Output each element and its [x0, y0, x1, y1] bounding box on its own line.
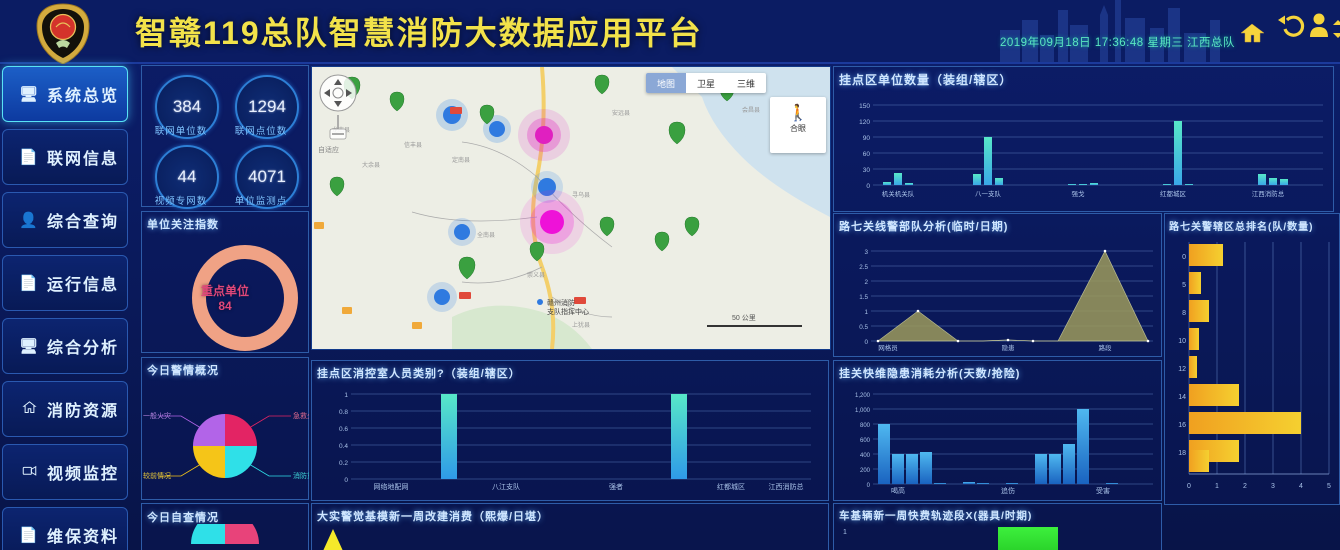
svg-text:0.2: 0.2 — [339, 460, 348, 467]
svg-text:0.8: 0.8 — [339, 409, 348, 416]
svg-text:消防重点: 消防重点 — [293, 471, 309, 480]
svg-text:赣州消防: 赣州消防 — [547, 298, 575, 307]
svg-text:支队指挥中心: 支队指挥中心 — [547, 307, 589, 316]
svg-text:江西消防总: 江西消防总 — [1252, 189, 1285, 198]
svg-text:江西消防总: 江西消防总 — [769, 482, 804, 491]
svg-text:崇义县: 崇义县 — [527, 272, 545, 279]
svg-text:0: 0 — [866, 183, 870, 190]
svg-text:2: 2 — [864, 279, 868, 286]
svg-text:机关机关队: 机关机关队 — [882, 189, 915, 198]
svg-text:3: 3 — [864, 249, 868, 256]
svg-text:0: 0 — [1187, 483, 1191, 490]
svg-text:4: 4 — [1299, 483, 1303, 490]
svg-text:八一支队: 八一支队 — [975, 189, 1002, 198]
svg-text:800: 800 — [860, 423, 871, 429]
svg-text:1,200: 1,200 — [855, 393, 871, 399]
svg-text:一般火灾: 一般火灾 — [143, 411, 171, 420]
svg-text:急救火灾: 急救火灾 — [293, 411, 309, 420]
svg-text:0.4: 0.4 — [339, 443, 348, 450]
svg-text:16: 16 — [1178, 422, 1186, 429]
svg-text:60: 60 — [863, 151, 871, 158]
svg-text:1: 1 — [344, 392, 348, 399]
svg-text:网格员: 网格员 — [878, 343, 898, 351]
svg-text:追伤: 追伤 — [1001, 486, 1015, 495]
svg-text:150: 150 — [859, 103, 870, 110]
svg-text:0: 0 — [344, 477, 348, 484]
svg-text:红都城区: 红都城区 — [717, 482, 745, 491]
svg-text:强者: 强者 — [609, 483, 623, 491]
svg-text:2: 2 — [1243, 483, 1247, 490]
svg-text:0: 0 — [867, 483, 871, 489]
svg-text:0: 0 — [864, 339, 868, 346]
svg-text:12: 12 — [1178, 366, 1186, 373]
svg-text:200: 200 — [860, 468, 871, 474]
svg-text:14: 14 — [1178, 394, 1186, 401]
svg-text:喝高: 喝高 — [891, 486, 905, 495]
svg-text:0: 0 — [1182, 254, 1186, 261]
svg-text:600: 600 — [860, 438, 871, 444]
svg-text:3: 3 — [1271, 483, 1275, 490]
svg-text:红都城区: 红都城区 — [1160, 189, 1187, 198]
svg-text:10: 10 — [1178, 338, 1186, 345]
svg-text:1: 1 — [864, 309, 868, 316]
svg-text:8: 8 — [1182, 310, 1186, 317]
svg-text:1,000: 1,000 — [855, 408, 871, 414]
svg-text:400: 400 — [860, 453, 871, 459]
svg-text:网络地配网: 网络地配网 — [374, 482, 409, 491]
svg-text:18: 18 — [1178, 450, 1186, 457]
svg-text:2.5: 2.5 — [859, 264, 868, 271]
svg-text:30: 30 — [863, 167, 871, 174]
svg-text:1.5: 1.5 — [859, 294, 868, 301]
svg-text:5: 5 — [1182, 282, 1186, 289]
svg-text:全南县: 全南县 — [477, 231, 495, 239]
svg-text:0.6: 0.6 — [339, 426, 348, 433]
svg-text:0.5: 0.5 — [859, 324, 868, 331]
svg-text:隐患: 隐患 — [1002, 343, 1016, 351]
svg-text:八江支队: 八江支队 — [492, 482, 520, 491]
svg-text:强戈: 强戈 — [1072, 189, 1086, 198]
svg-text:120: 120 — [859, 119, 870, 126]
svg-text:寻乌县: 寻乌县 — [572, 191, 590, 199]
svg-text:路段: 路段 — [1099, 343, 1113, 351]
svg-text:较前情况: 较前情况 — [143, 471, 171, 480]
svg-text:1: 1 — [1215, 483, 1219, 490]
svg-text:5: 5 — [1327, 483, 1331, 490]
svg-text:安远县: 安远县 — [612, 109, 630, 117]
svg-text:90: 90 — [863, 135, 871, 142]
svg-text:信丰县: 信丰县 — [404, 141, 422, 149]
svg-text:大余县: 大余县 — [362, 161, 380, 169]
svg-text:定南县: 定南县 — [452, 156, 470, 164]
svg-text:会昌县: 会昌县 — [742, 106, 760, 114]
svg-text:受害: 受害 — [1096, 486, 1110, 495]
svg-text:上犹县: 上犹县 — [572, 321, 590, 329]
